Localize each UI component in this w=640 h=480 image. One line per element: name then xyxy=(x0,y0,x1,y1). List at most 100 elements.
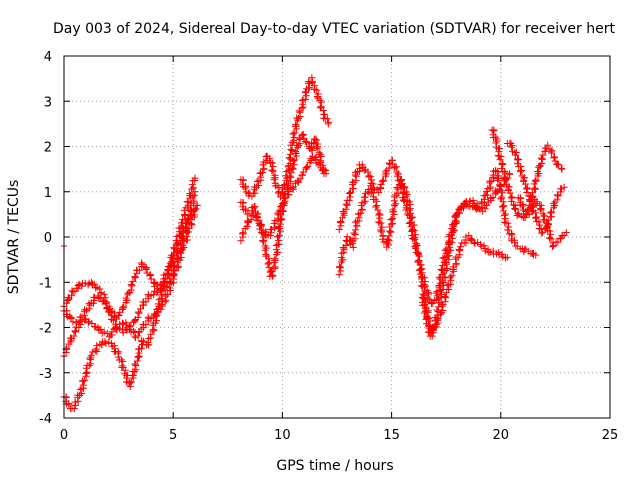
data-point xyxy=(188,221,196,229)
data-point xyxy=(109,316,117,324)
data-point xyxy=(525,192,533,200)
data-point xyxy=(305,84,313,92)
data-point xyxy=(324,120,332,128)
data-point xyxy=(374,206,382,214)
data-point xyxy=(336,262,344,270)
data-point xyxy=(286,150,294,158)
data-point xyxy=(536,205,544,213)
data-point xyxy=(497,195,505,203)
data-point xyxy=(535,163,543,171)
data-point xyxy=(287,169,295,177)
data-point xyxy=(69,318,77,326)
data-point xyxy=(389,215,397,223)
data-point xyxy=(393,172,401,180)
data-point xyxy=(271,255,279,263)
data-point xyxy=(164,291,172,299)
data-point xyxy=(351,226,359,234)
data-point xyxy=(311,154,319,162)
data-point xyxy=(142,320,150,328)
data-point xyxy=(190,197,198,205)
data-point xyxy=(152,311,160,319)
data-point xyxy=(349,243,357,251)
data-point xyxy=(289,130,297,138)
data-point xyxy=(313,144,321,152)
data-point xyxy=(187,185,195,193)
data-point xyxy=(86,356,94,364)
data-point xyxy=(500,212,508,220)
data-point xyxy=(268,267,276,275)
data-point xyxy=(274,233,282,241)
data-point xyxy=(422,315,430,323)
data-point xyxy=(250,204,258,212)
data-point xyxy=(508,198,516,206)
data-point xyxy=(160,278,168,286)
data-point xyxy=(476,205,484,213)
data-point xyxy=(292,148,300,156)
data-point xyxy=(420,294,428,302)
data-point xyxy=(241,184,249,192)
data-point xyxy=(500,202,508,210)
data-point xyxy=(180,225,188,233)
data-point xyxy=(239,199,247,207)
data-point xyxy=(100,328,108,336)
data-point xyxy=(434,295,442,303)
data-point xyxy=(389,206,397,214)
data-point xyxy=(304,163,312,171)
data-point xyxy=(547,235,555,243)
data-point xyxy=(134,353,142,361)
data-point xyxy=(302,164,310,172)
data-point xyxy=(421,307,429,315)
data-point xyxy=(291,129,299,137)
data-point xyxy=(92,284,100,292)
data-point xyxy=(481,247,489,255)
data-point xyxy=(161,274,169,282)
data-point xyxy=(283,182,291,190)
data-point xyxy=(157,291,165,299)
data-point xyxy=(492,167,500,175)
data-point xyxy=(67,292,75,300)
data-point xyxy=(537,225,545,233)
data-point xyxy=(492,139,500,147)
data-point xyxy=(191,174,199,182)
data-point xyxy=(445,239,453,247)
data-point xyxy=(531,185,539,193)
data-point xyxy=(496,156,504,164)
data-point xyxy=(177,231,185,239)
data-point xyxy=(134,332,142,340)
data-point xyxy=(515,211,523,219)
data-point xyxy=(503,253,511,261)
data-point xyxy=(428,325,436,333)
data-point xyxy=(257,222,265,230)
data-point xyxy=(102,299,110,307)
data-point xyxy=(512,205,520,213)
data-point xyxy=(288,146,296,154)
data-point xyxy=(191,188,199,196)
data-point xyxy=(269,167,277,175)
data-point xyxy=(432,320,440,328)
y-tick-label: 3 xyxy=(44,95,52,110)
x-tick-label: 25 xyxy=(602,428,619,443)
data-point xyxy=(118,356,126,364)
data-point xyxy=(405,219,413,227)
data-point xyxy=(134,313,142,321)
data-point xyxy=(411,235,419,243)
data-point xyxy=(260,165,268,173)
data-point xyxy=(131,273,139,281)
data-point xyxy=(532,176,540,184)
data-point xyxy=(533,198,541,206)
data-point xyxy=(316,161,324,169)
data-point xyxy=(554,238,562,246)
data-point xyxy=(138,259,146,267)
data-point xyxy=(184,215,192,223)
data-point xyxy=(237,237,245,245)
y-tick-label: 4 xyxy=(44,50,52,65)
data-point xyxy=(360,193,368,201)
data-point xyxy=(434,303,442,311)
data-point xyxy=(557,164,565,172)
data-point xyxy=(298,104,306,112)
data-point xyxy=(376,184,384,192)
data-point xyxy=(303,138,311,146)
data-point xyxy=(286,172,294,180)
x-axis-label: GPS time / hours xyxy=(276,458,393,474)
